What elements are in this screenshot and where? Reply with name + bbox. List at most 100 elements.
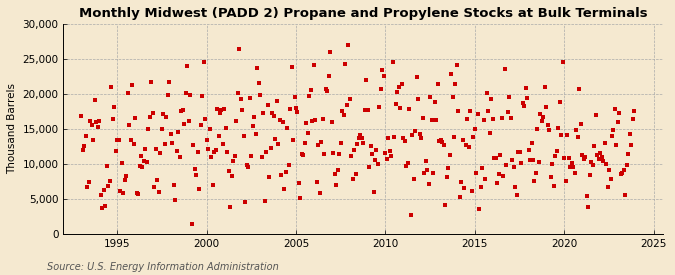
Point [543, 123, 554, 127]
Point [255, 93, 266, 97]
Point [115, 189, 126, 193]
Point [315, 191, 325, 196]
Point [531, 171, 541, 175]
Point [168, 183, 179, 187]
Point [379, 73, 389, 78]
Point [562, 133, 572, 138]
Point [410, 128, 421, 133]
Point [628, 117, 639, 121]
Point [364, 164, 375, 169]
Point [328, 150, 339, 155]
Point [301, 121, 312, 125]
Point [489, 156, 500, 160]
Point [504, 95, 514, 100]
Point [395, 106, 406, 111]
Point [556, 133, 567, 137]
Point [375, 86, 386, 91]
Point [417, 116, 428, 120]
Point [407, 133, 418, 137]
Point [470, 127, 481, 131]
Point [285, 107, 296, 111]
Point [84, 180, 95, 185]
Point [559, 155, 570, 160]
Point [608, 128, 619, 132]
Point [558, 60, 568, 64]
Point [577, 152, 588, 157]
Point [496, 116, 507, 120]
Point [587, 162, 598, 167]
Point [622, 163, 632, 168]
Point [414, 132, 425, 137]
Point [471, 171, 482, 176]
Point [338, 113, 349, 117]
Point [261, 150, 271, 155]
Point [194, 187, 205, 191]
Point [629, 109, 640, 113]
Point [421, 159, 431, 163]
Point [406, 213, 416, 218]
Point [292, 109, 303, 114]
Point [544, 128, 555, 132]
Point [564, 156, 574, 160]
Point [89, 98, 100, 103]
Point [137, 164, 148, 169]
Point [468, 135, 479, 139]
Point [122, 90, 133, 95]
Point [500, 66, 510, 71]
Point [86, 123, 97, 127]
Point [580, 155, 591, 159]
Point [159, 142, 170, 146]
Point [128, 142, 139, 146]
Point [524, 158, 535, 162]
Point [308, 63, 319, 67]
Point [353, 136, 364, 140]
Point [225, 205, 236, 209]
Point [423, 182, 434, 186]
Point [236, 97, 246, 101]
Point [317, 117, 328, 121]
Point [107, 117, 118, 121]
Point [501, 162, 512, 167]
Point [265, 146, 276, 150]
Point [267, 111, 277, 115]
Point [425, 95, 435, 99]
Point [134, 164, 145, 168]
Point [520, 86, 531, 90]
Point [569, 171, 580, 175]
Point [247, 123, 258, 128]
Point [273, 141, 284, 146]
Point [492, 180, 503, 185]
Point [523, 147, 534, 152]
Point [400, 139, 410, 144]
Point [464, 145, 475, 149]
Point [88, 138, 99, 142]
Point [195, 122, 206, 127]
Point [171, 149, 182, 153]
Point [158, 112, 169, 116]
Point [131, 191, 142, 196]
Point [234, 47, 245, 51]
Point [179, 122, 190, 127]
Point [173, 130, 184, 134]
Point [352, 142, 362, 147]
Point [124, 123, 134, 127]
Point [185, 93, 196, 98]
Point [232, 91, 243, 95]
Point [79, 144, 90, 148]
Point [321, 87, 331, 92]
Point [298, 153, 309, 157]
Point [474, 207, 485, 211]
Point [401, 163, 412, 168]
Point [541, 105, 552, 109]
Point [191, 173, 202, 177]
Point [335, 141, 346, 145]
Point [288, 138, 298, 142]
Point [528, 157, 539, 162]
Point [603, 168, 614, 173]
Point [268, 114, 279, 118]
Point [371, 147, 382, 152]
Point [116, 161, 127, 165]
Point [92, 125, 103, 129]
Point [240, 200, 250, 205]
Point [280, 169, 291, 174]
